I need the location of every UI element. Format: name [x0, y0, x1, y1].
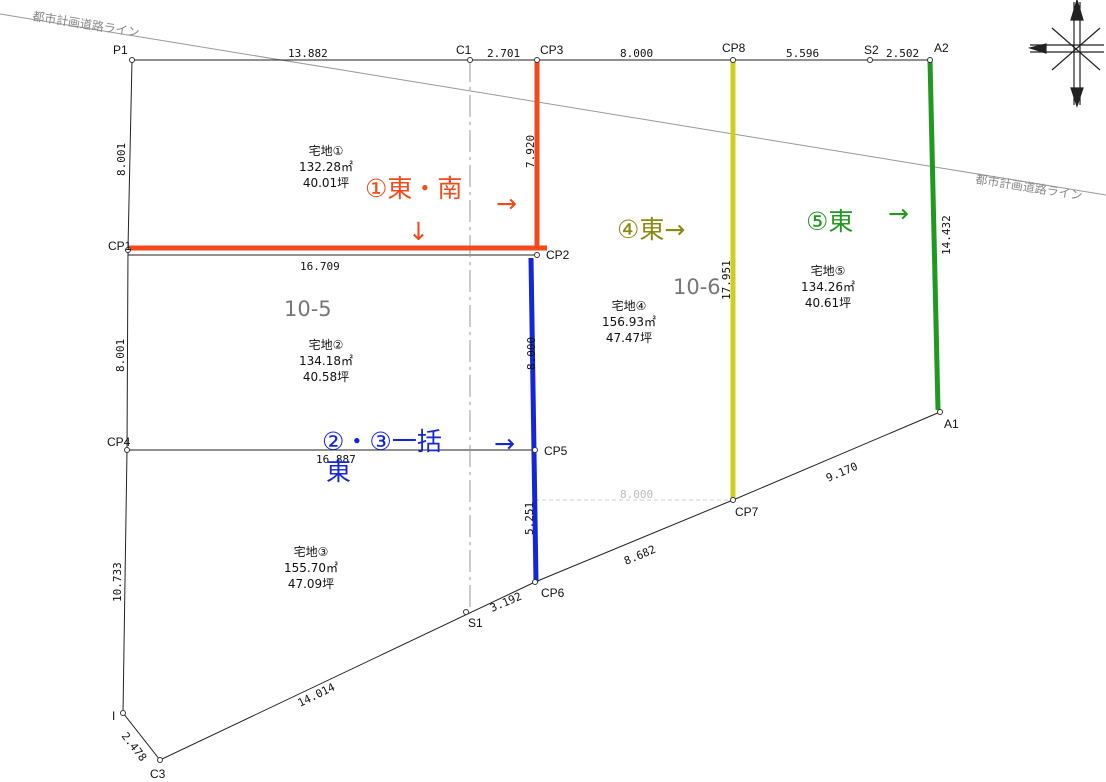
lot4-frontage-note: ④東→	[617, 215, 685, 244]
dim-cp5-cp7: 8.000	[620, 488, 653, 501]
lot2-name: 宅地②	[309, 337, 344, 352]
point-label-s2: S2	[864, 43, 879, 57]
lot23-frontage-note: ②・③一括	[322, 427, 442, 456]
point-label-p1: P1	[113, 43, 128, 57]
lot5-name: 宅地⑤	[811, 263, 846, 278]
point-label-cp8: CP8	[722, 41, 746, 55]
lot3-tsubo: 47.09坪	[288, 577, 334, 591]
dim-p1-c1: 13.882	[288, 47, 328, 60]
compass-icon	[1027, 0, 1104, 108]
dim-cp1-cp2: 16.709	[300, 260, 340, 273]
road-line	[0, 13, 1106, 196]
point-label-cp3: CP3	[540, 43, 564, 57]
point-label-s1: S1	[468, 616, 483, 630]
lot2-info: 宅地② 134.18㎡ 40.58坪	[299, 337, 353, 384]
dim-a2-a1: 14.432	[940, 215, 953, 255]
area-label-10-6: 10-6	[673, 275, 721, 299]
dim-cp4-cp5: 16.887	[316, 453, 356, 466]
lot5-east-frontage	[927, 59, 941, 411]
point-label-i: I	[112, 709, 115, 723]
road-label-right: 都市計画道路ライン	[975, 171, 1084, 203]
dim-cp3-cp8: 8.000	[620, 47, 653, 60]
point-label-cp7: CP7	[735, 505, 759, 519]
dim-p1-cp1: 8.001	[115, 143, 128, 176]
dim-cp6-s1: 3.192	[488, 590, 524, 615]
lot5-tsubo: 40.61坪	[805, 296, 851, 310]
dim-s1-c3: 14.014	[296, 680, 338, 709]
boundary-outline	[122, 59, 941, 761]
lot4-name: 宅地④	[612, 298, 647, 313]
dim-cp3-cp2: 7.920	[524, 135, 537, 168]
lot2-sqm: 134.18㎡	[299, 354, 353, 368]
lot1-info: 宅地① 132.28㎡ 40.01坪	[299, 143, 353, 190]
point-label-c3: C3	[150, 767, 166, 781]
lot23-east-arrow: →	[494, 429, 515, 458]
lot1-south-arrow: ↓	[408, 217, 429, 246]
lot23-east-frontage	[528, 257, 539, 583]
lot5-frontage-note: ⑤東	[806, 207, 853, 236]
area-label-10-5: 10-5	[284, 297, 332, 321]
lot4-sqm: 156.93㎡	[602, 315, 656, 329]
road-label-left: 都市計画道路ライン	[32, 8, 141, 40]
point-label-a1: A1	[944, 417, 959, 431]
lot5-east-arrow: →	[888, 199, 909, 228]
point-label-a2: A2	[934, 41, 949, 55]
point-label-cp6: CP6	[541, 586, 565, 600]
lot1-frontage-note: ①東・南	[365, 174, 462, 203]
point-label-cp4: CP4	[107, 435, 131, 449]
dim-a1-cp7: 9.170	[824, 460, 860, 485]
dim-cp2-cp5: 8.000	[525, 337, 538, 370]
lot5-info: 宅地⑤ 134.26㎡ 40.61坪	[801, 263, 855, 310]
dim-cp4-i: 10.733	[111, 562, 124, 602]
point-label-c1: C1	[456, 43, 472, 57]
lot23-frontage-note-2: 東	[326, 457, 351, 486]
lot1-east-arrow: →	[496, 189, 517, 218]
lot5-sqm: 134.26㎡	[801, 280, 855, 294]
point-label-cp2: CP2	[546, 248, 570, 262]
lot2-tsubo: 40.58坪	[303, 370, 349, 384]
lot1-tsubo: 40.01坪	[303, 176, 349, 190]
dim-cp1-cp4: 8.001	[114, 339, 127, 372]
lot3-name: 宅地③	[294, 544, 329, 559]
dim-i-c3: 2.478	[119, 730, 150, 764]
dim-cp8-cp7: 17.951	[720, 260, 733, 300]
point-markers	[120, 57, 943, 763]
dim-c1-cp3: 2.701	[487, 47, 520, 60]
dim-cp7-cp6: 8.682	[622, 543, 658, 568]
point-label-cp1: CP1	[108, 239, 132, 253]
lot4-tsubo: 47.47坪	[606, 331, 652, 345]
lot1-name: 宅地①	[309, 143, 344, 158]
lot4-info: 宅地④ 156.93㎡ 47.47坪	[602, 298, 656, 345]
dim-s2-a2: 2.502	[886, 47, 919, 60]
dim-cp8-s2: 5.596	[786, 47, 819, 60]
lot3-info: 宅地③ 155.70㎡ 47.09坪	[284, 544, 338, 591]
dim-cp5-cp6: 5.251	[523, 502, 536, 535]
lot1-sqm: 132.28㎡	[299, 160, 353, 174]
lot3-sqm: 155.70㎡	[284, 561, 338, 575]
point-label-cp5: CP5	[544, 444, 568, 458]
